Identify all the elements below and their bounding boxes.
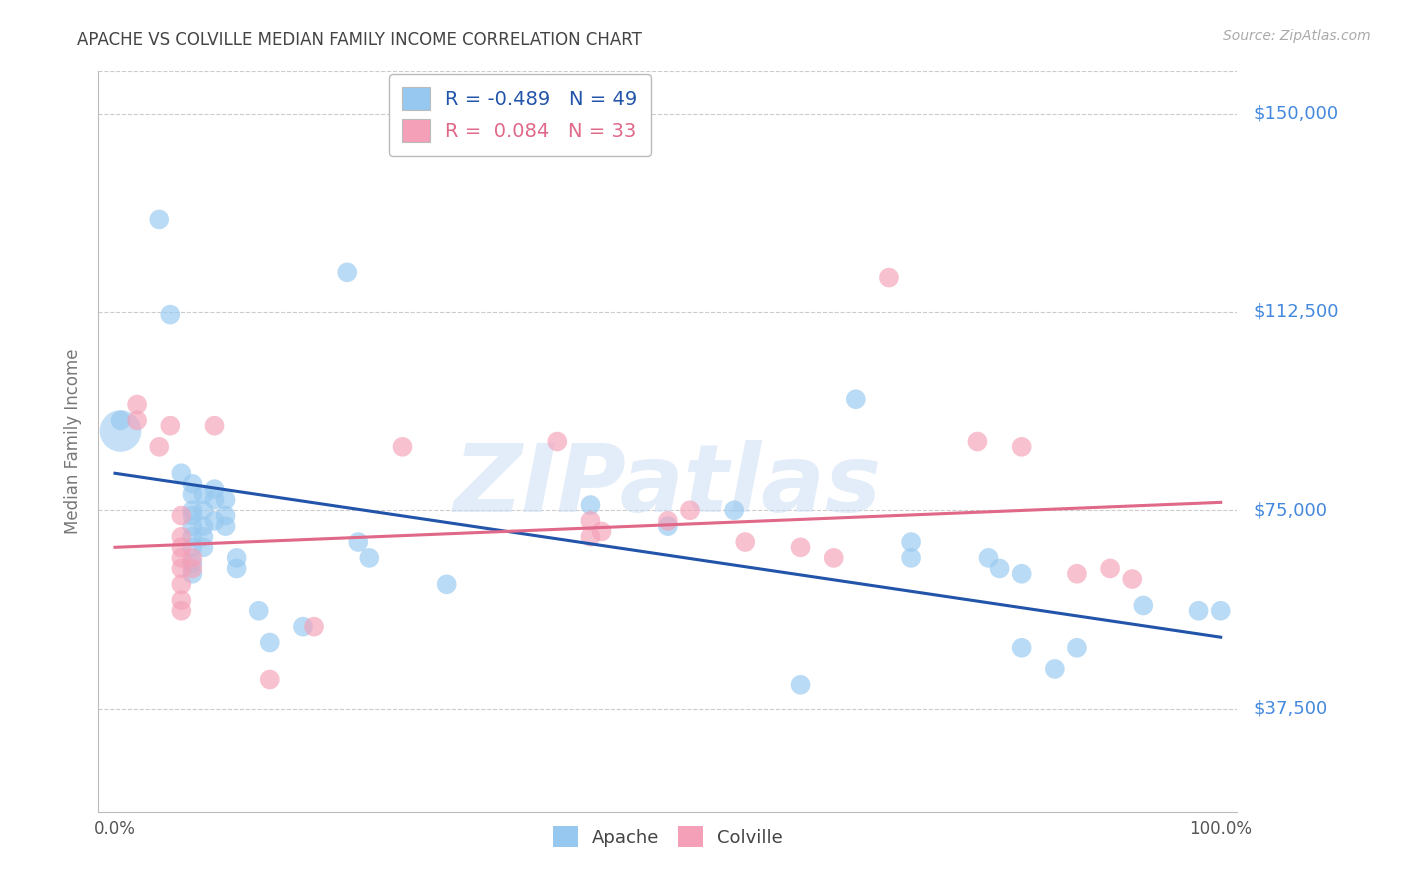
Point — [159, 308, 181, 322]
Point — [900, 535, 922, 549]
Point — [181, 550, 204, 565]
Point — [1066, 566, 1088, 581]
Point — [259, 673, 281, 687]
Point — [170, 541, 193, 555]
Point — [193, 519, 215, 533]
Point — [181, 541, 204, 555]
Point — [723, 503, 745, 517]
Point — [657, 514, 679, 528]
Point — [1121, 572, 1143, 586]
Point — [170, 550, 193, 565]
Point — [579, 530, 602, 544]
Point — [900, 550, 922, 565]
Point — [110, 413, 132, 427]
Point — [170, 604, 193, 618]
Point — [225, 550, 247, 565]
Point — [1187, 604, 1209, 618]
Point — [225, 561, 247, 575]
Text: Source: ZipAtlas.com: Source: ZipAtlas.com — [1223, 29, 1371, 43]
Point — [193, 541, 215, 555]
Point — [734, 535, 756, 549]
Point — [170, 561, 193, 575]
Point — [181, 530, 204, 544]
Point — [1099, 561, 1122, 575]
Point — [247, 604, 270, 618]
Point — [877, 270, 900, 285]
Point — [193, 503, 215, 517]
Text: $37,500: $37,500 — [1254, 699, 1329, 717]
Point — [204, 492, 226, 507]
Point — [193, 530, 215, 544]
Point — [170, 577, 193, 591]
Point — [193, 487, 215, 501]
Point — [823, 550, 845, 565]
Point — [181, 476, 204, 491]
Point — [159, 418, 181, 433]
Point — [1011, 440, 1033, 454]
Point — [591, 524, 613, 539]
Point — [181, 556, 204, 570]
Text: APACHE VS COLVILLE MEDIAN FAMILY INCOME CORRELATION CHART: APACHE VS COLVILLE MEDIAN FAMILY INCOME … — [77, 31, 643, 49]
Point — [1043, 662, 1066, 676]
Point — [988, 561, 1011, 575]
Point — [148, 440, 170, 454]
Point — [110, 424, 132, 438]
Text: $150,000: $150,000 — [1254, 104, 1339, 123]
Point — [204, 514, 226, 528]
Point — [181, 566, 204, 581]
Point — [579, 514, 602, 528]
Point — [204, 418, 226, 433]
Point — [170, 467, 193, 481]
Point — [259, 635, 281, 649]
Point — [359, 550, 381, 565]
Point — [436, 577, 458, 591]
Point — [204, 482, 226, 496]
Point — [181, 561, 204, 575]
Point — [214, 519, 236, 533]
Point — [1209, 604, 1232, 618]
Point — [977, 550, 1000, 565]
Point — [789, 541, 811, 555]
Point — [170, 593, 193, 607]
Point — [214, 508, 236, 523]
Point — [1132, 599, 1154, 613]
Point — [1066, 640, 1088, 655]
Y-axis label: Median Family Income: Median Family Income — [65, 349, 83, 534]
Point — [127, 398, 149, 412]
Point — [1011, 640, 1033, 655]
Point — [391, 440, 413, 454]
Point — [181, 503, 204, 517]
Point — [579, 498, 602, 512]
Point — [302, 619, 325, 633]
Point — [181, 487, 204, 501]
Point — [170, 508, 193, 523]
Point — [148, 212, 170, 227]
Point — [170, 530, 193, 544]
Point — [347, 535, 370, 549]
Point — [546, 434, 568, 449]
Point — [291, 619, 314, 633]
Point — [966, 434, 988, 449]
Point — [845, 392, 868, 407]
Text: $75,000: $75,000 — [1254, 501, 1327, 519]
Text: ZIPatlas: ZIPatlas — [454, 440, 882, 532]
Legend: Apache, Colville: Apache, Colville — [546, 819, 790, 855]
Point — [181, 508, 204, 523]
Point — [336, 265, 359, 279]
Point — [214, 492, 236, 507]
Point — [181, 519, 204, 533]
Point — [127, 413, 149, 427]
Point — [789, 678, 811, 692]
Point — [657, 519, 679, 533]
Text: $112,500: $112,500 — [1254, 303, 1340, 321]
Point — [1011, 566, 1033, 581]
Point — [679, 503, 702, 517]
